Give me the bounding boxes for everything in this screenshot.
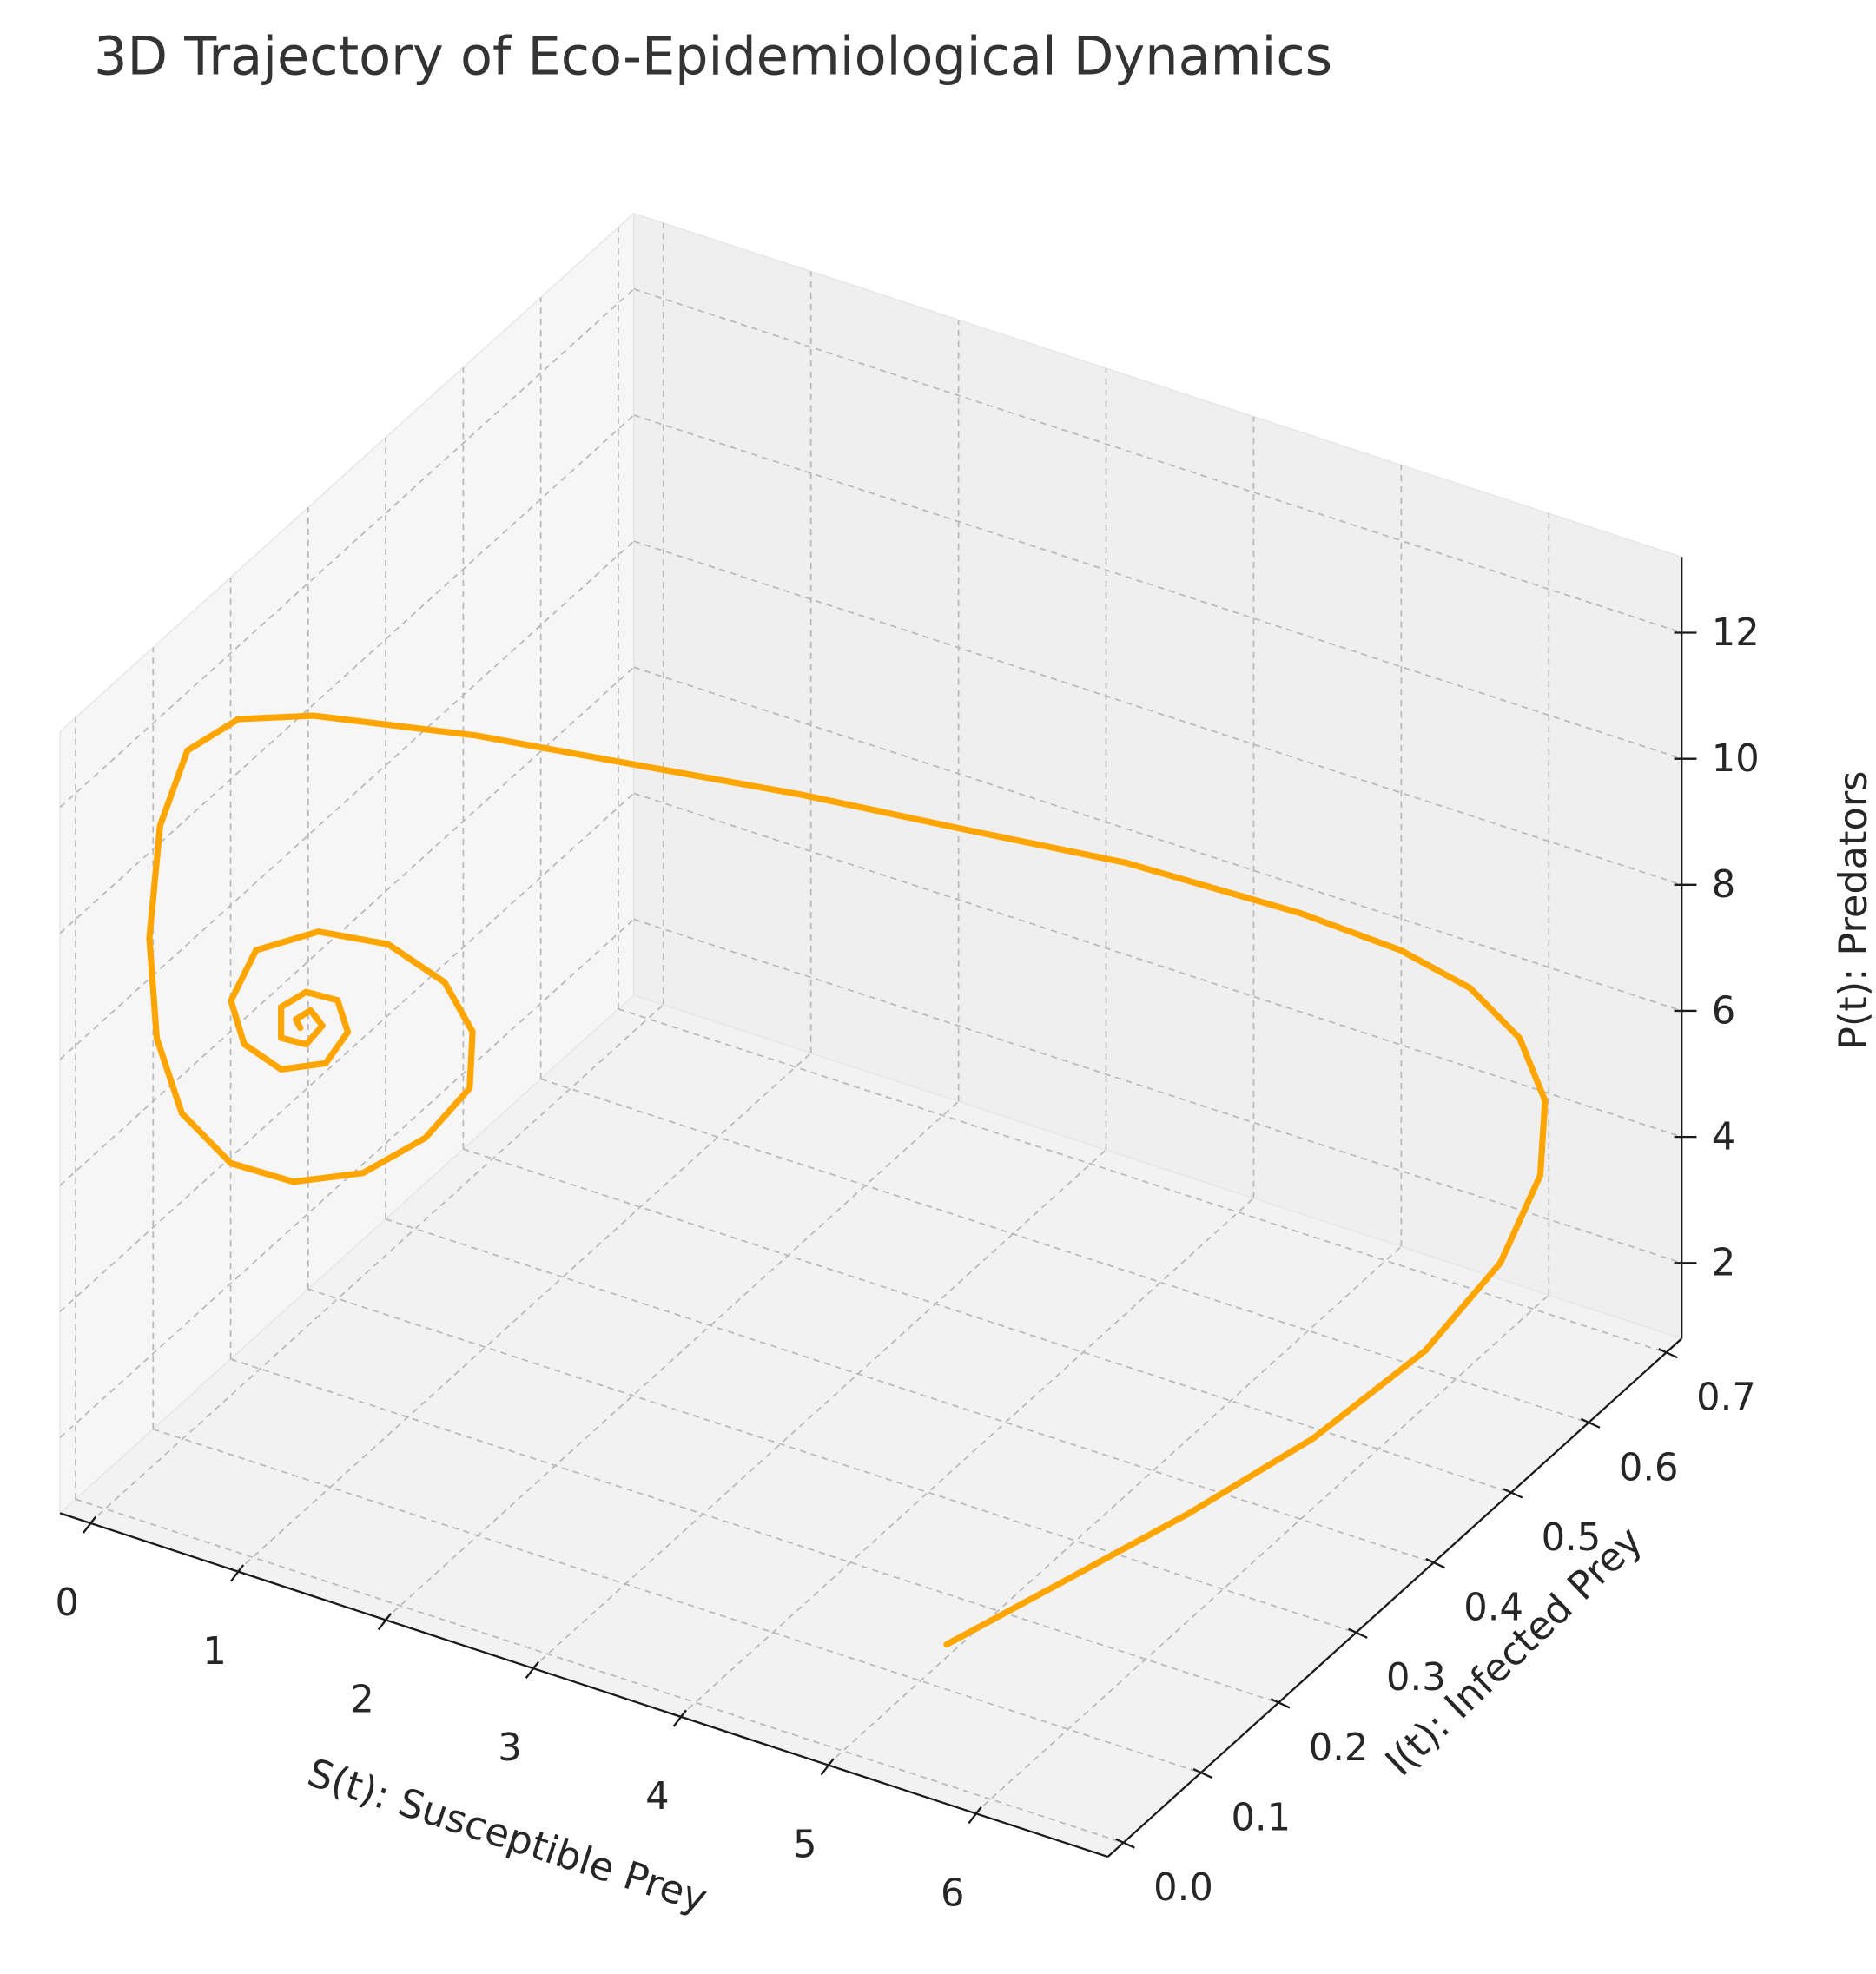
axes (59, 557, 1697, 1858)
x-tick (377, 1613, 393, 1631)
x-tick-label: 3 (498, 1726, 521, 1770)
marks (146, 712, 1549, 1648)
grid-line (307, 1288, 1357, 1634)
grid-line (75, 1498, 1124, 1844)
x-tick-label: 0 (55, 1581, 78, 1625)
x-tick-label: 1 (202, 1630, 226, 1674)
grid-line (59, 666, 635, 1186)
x-tick-label: 2 (350, 1679, 373, 1722)
x-axis (59, 1512, 1108, 1858)
y-tick (1192, 1767, 1213, 1779)
y-tick (1658, 1348, 1678, 1359)
grid-line (633, 792, 1682, 1138)
y-tick-label: 0.3 (1386, 1656, 1446, 1700)
z-tick-label: 12 (1712, 611, 1760, 655)
x-tick (820, 1758, 835, 1776)
z-tick-label: 8 (1712, 863, 1735, 907)
grid-line (236, 1052, 812, 1572)
grid-line (463, 1148, 1512, 1494)
grid-line (230, 1358, 1279, 1704)
y-tick (1425, 1558, 1445, 1569)
grid-line (59, 918, 635, 1438)
grid (59, 222, 1682, 1844)
grid-line (532, 1149, 1107, 1669)
grid-line (59, 288, 635, 809)
panes (58, 212, 1683, 1858)
chart-title: 3D Trajectory of Eco-Epidemiological Dyn… (94, 27, 1332, 88)
grid-line (633, 287, 1682, 634)
grid-line (633, 540, 1682, 886)
grid-line (385, 1218, 1434, 1564)
x-tick-label: 4 (645, 1775, 669, 1819)
y-tick-label: 0.6 (1619, 1446, 1679, 1489)
grid-line (59, 540, 635, 1060)
grid-line (384, 1100, 960, 1621)
x-tick (229, 1564, 245, 1582)
y-tick-label: 0.1 (1231, 1797, 1291, 1840)
z-axis-label: P(t): Predators (1831, 771, 1876, 1050)
z-tick-label: 6 (1712, 989, 1735, 1033)
grid-line (974, 1294, 1549, 1814)
x-tick (672, 1709, 687, 1727)
y-tick-label: 0.7 (1696, 1377, 1756, 1420)
y-tick (1503, 1488, 1523, 1499)
grid-line (679, 1198, 1255, 1718)
y-tick (1348, 1627, 1368, 1639)
grid-line (827, 1245, 1402, 1766)
grid-line (89, 1004, 664, 1524)
z-tick-label: 2 (1712, 1242, 1735, 1285)
x-tick (83, 1515, 97, 1534)
y-tick (1580, 1417, 1601, 1429)
grid-line (618, 1007, 1667, 1354)
z-tick-label: 10 (1712, 737, 1760, 781)
y-tick-label: 0.0 (1153, 1866, 1213, 1910)
y-tick-label: 0.2 (1309, 1726, 1369, 1770)
y-tick (1270, 1698, 1291, 1709)
grid-line (59, 792, 635, 1312)
y-tick-label: 0.4 (1463, 1587, 1523, 1630)
grid-line (153, 1428, 1201, 1774)
y-tick (1115, 1838, 1135, 1849)
x-tick (525, 1660, 539, 1679)
x-tick-label: 6 (941, 1872, 964, 1915)
grid-line (633, 918, 1682, 1264)
grid-line (540, 1078, 1589, 1423)
y-tick-label: 0.5 (1542, 1516, 1602, 1560)
grid-line (633, 414, 1682, 760)
x-tick (968, 1806, 982, 1825)
z-tick-label: 4 (1712, 1115, 1735, 1159)
grid-line (633, 666, 1682, 1012)
y-axis (1106, 1337, 1682, 1858)
x-tick-label: 5 (793, 1824, 816, 1867)
trajectory-line (146, 712, 1549, 1648)
